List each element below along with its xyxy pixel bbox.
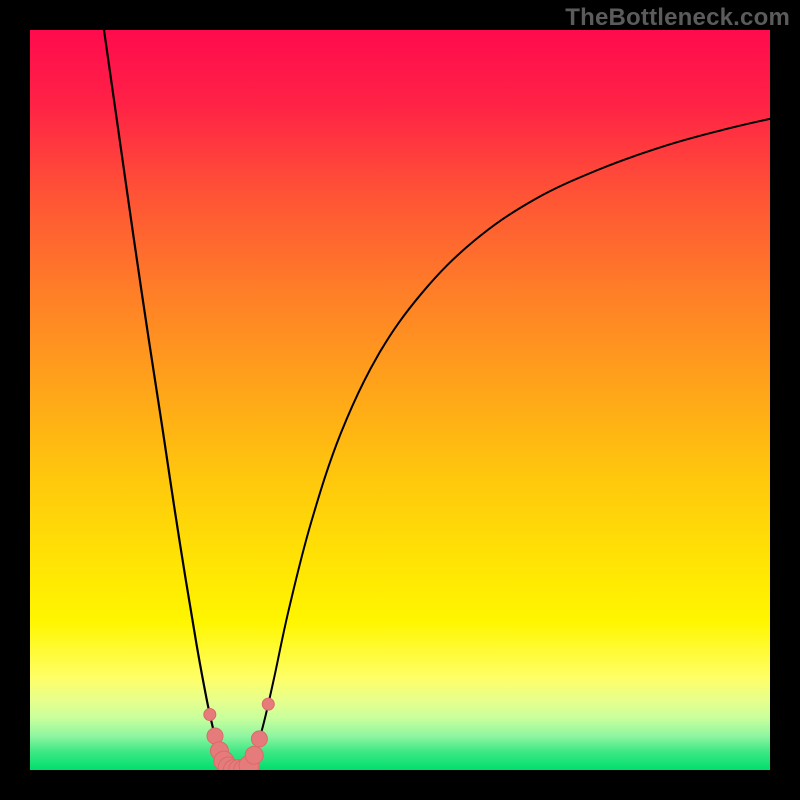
chart-frame: TheBottleneck.com	[0, 0, 800, 800]
chart-svg	[30, 30, 770, 770]
gradient-background	[30, 30, 770, 770]
valley-marker	[204, 709, 216, 721]
watermark-text: TheBottleneck.com	[565, 4, 790, 32]
valley-marker	[251, 731, 267, 747]
valley-marker	[245, 746, 263, 764]
plot-area	[30, 30, 770, 770]
valley-marker	[262, 698, 274, 710]
